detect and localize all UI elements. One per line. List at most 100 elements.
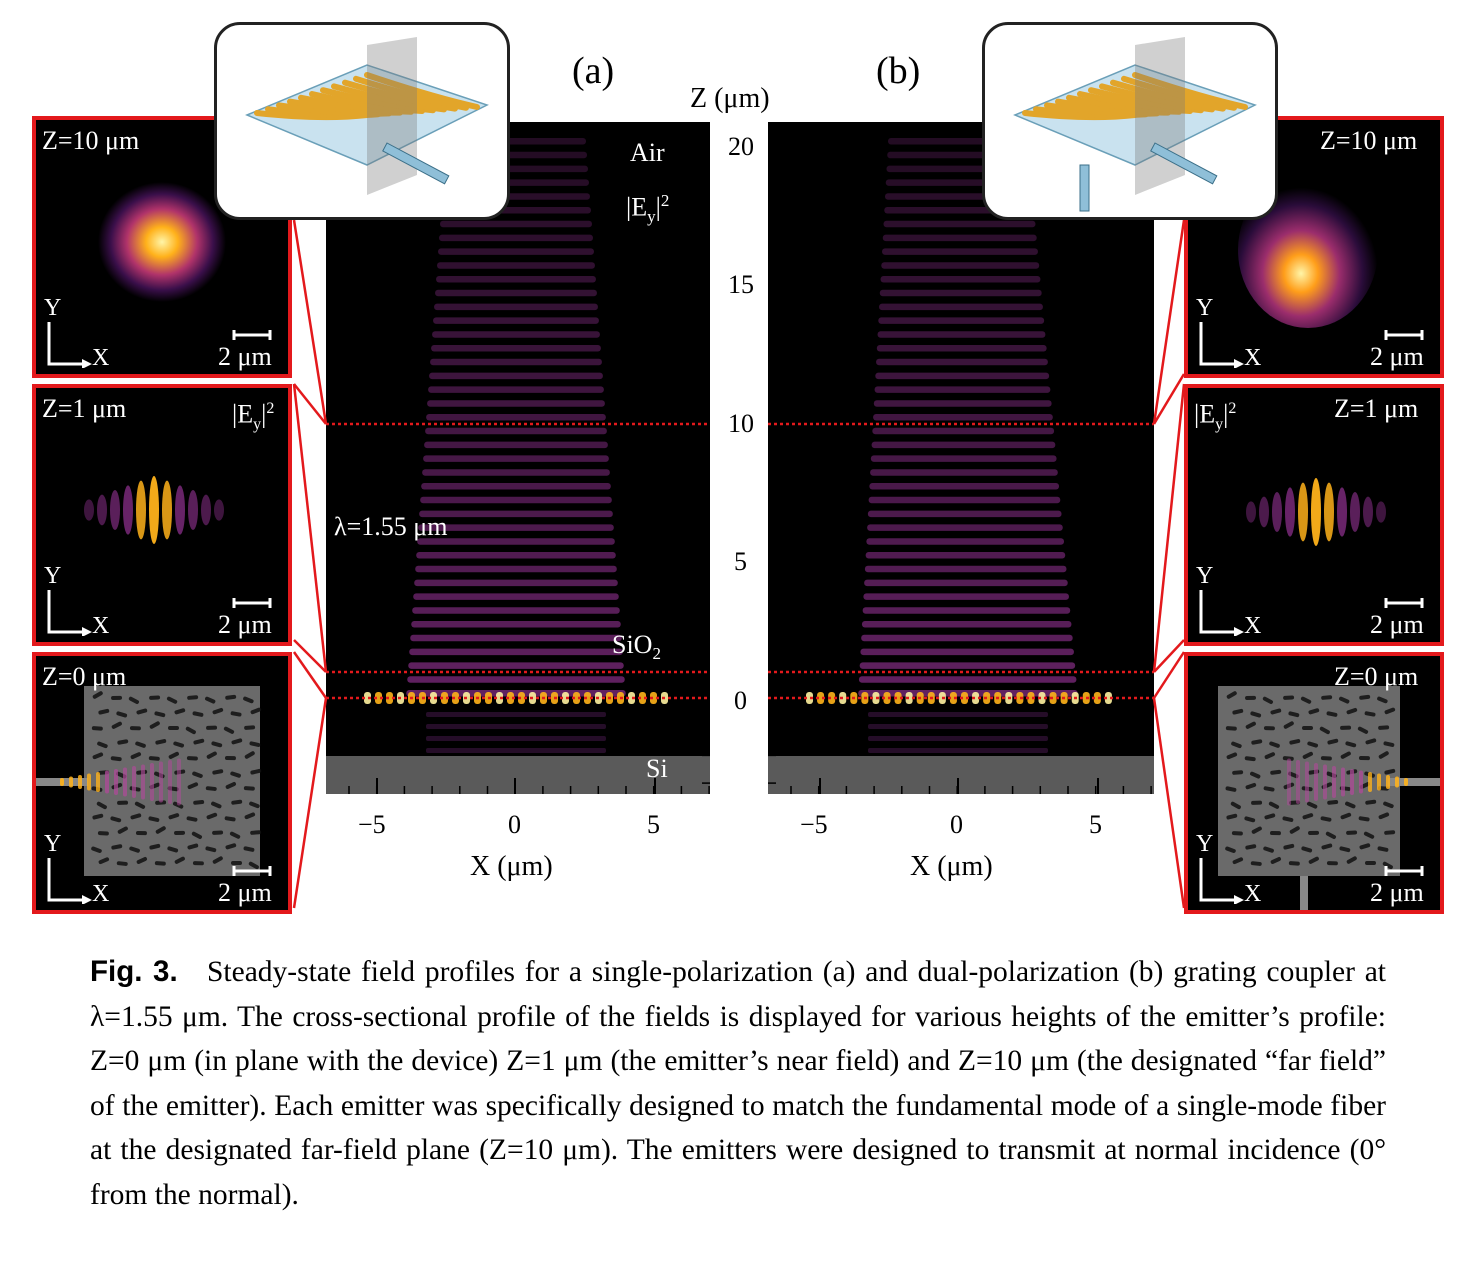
- near-field-lobe: [1298, 482, 1308, 542]
- device-segment: [1359, 843, 1371, 850]
- device-segment: [128, 696, 140, 704]
- near-field-lobe: [136, 480, 146, 540]
- fringe: [874, 386, 1051, 393]
- hot-spot: [894, 692, 902, 704]
- device-segment: [231, 738, 243, 745]
- device-segment: [229, 831, 241, 839]
- device-segment: [110, 756, 122, 762]
- near-field-lobe: [123, 485, 133, 535]
- device-segment: [96, 801, 107, 810]
- fringe: [869, 483, 1060, 490]
- device-segment: [1326, 711, 1338, 717]
- device-segment: [1283, 695, 1295, 700]
- device-segment: [129, 726, 141, 731]
- device-segment: [205, 696, 216, 704]
- near-field-lobe: [84, 499, 94, 521]
- fringe: [424, 441, 608, 449]
- hot-spot: [1093, 692, 1101, 704]
- fringe: [879, 289, 1042, 297]
- near-field-lobe: [1337, 487, 1347, 537]
- wavelength-label: λ=1.55 μm: [334, 512, 448, 541]
- device-segment: [1225, 786, 1237, 792]
- device-ridge: [1099, 83, 1215, 113]
- fringe: [876, 358, 1048, 366]
- device-segment: [206, 812, 218, 820]
- fringe: [883, 220, 1036, 228]
- inset-x-axis: X: [1244, 613, 1262, 639]
- device-ridge: [1110, 79, 1226, 112]
- device-segment: [154, 711, 166, 718]
- device-segment: [187, 782, 199, 790]
- field-fringe: [1386, 775, 1390, 789]
- second-waveguide: [1300, 876, 1308, 910]
- fringe: [410, 634, 622, 642]
- device-segment: [1301, 846, 1313, 853]
- hot-spot: [872, 692, 880, 704]
- region-sio2-label: SiO2: [612, 630, 661, 664]
- device-segment: [1302, 726, 1313, 730]
- device-segment: [1226, 691, 1237, 699]
- z-axis-label: Z (μm): [690, 83, 770, 114]
- inset-b-z0: Z=0 μm Y X 2 μm: [1184, 652, 1444, 914]
- z-tick-label: 5: [734, 547, 747, 576]
- fringe: [416, 552, 616, 559]
- device-segment: [1383, 801, 1394, 809]
- device-segment: [1320, 816, 1332, 822]
- device-segment: [1263, 726, 1275, 731]
- fringe: [861, 634, 1073, 642]
- device-segment: [1384, 707, 1396, 715]
- device-segment: [111, 721, 122, 729]
- device-segment: [1339, 846, 1351, 853]
- device-segment: [149, 843, 161, 850]
- device-segment: [1264, 752, 1276, 760]
- z-tick-label: 15: [728, 270, 754, 299]
- hot-spot: [1049, 692, 1057, 704]
- hot-spot: [562, 692, 569, 704]
- fringe: [440, 220, 592, 228]
- fringe: [876, 345, 1047, 352]
- near-field-lobe: [1259, 496, 1269, 528]
- fringe: [868, 712, 1048, 717]
- device-segment: [1365, 738, 1377, 745]
- device-segment: [1232, 857, 1244, 865]
- fringe: [871, 441, 1056, 449]
- fringe: [862, 607, 1071, 614]
- fringe: [863, 593, 1069, 600]
- panel-a-si-substrate: [326, 756, 710, 794]
- fringe: [436, 276, 596, 283]
- device-segment: [91, 726, 103, 731]
- device-segment: [1384, 768, 1396, 775]
- device-segment: [1289, 826, 1300, 834]
- field-fringe: [60, 778, 64, 786]
- fringe: [878, 317, 1045, 324]
- inset-x-axis: X: [92, 881, 110, 907]
- hot-spot: [507, 692, 514, 704]
- field-fringe: [96, 772, 100, 792]
- fringe: [867, 524, 1063, 531]
- fringe: [861, 621, 1072, 628]
- hot-spot: [452, 692, 459, 704]
- device-segment: [1326, 861, 1338, 866]
- hot-spot: [639, 692, 646, 704]
- fringe: [438, 248, 594, 255]
- device-segment: [212, 707, 224, 715]
- x-tick-label: −5: [800, 810, 828, 839]
- device-segment: [1378, 812, 1390, 820]
- fringe: [428, 386, 604, 393]
- hot-spot: [650, 692, 657, 704]
- device-segment: [1226, 813, 1238, 820]
- field-fringe: [1332, 766, 1336, 798]
- device-segment: [1270, 857, 1282, 864]
- device-segment: [1340, 812, 1352, 820]
- near-field-lobe: [97, 494, 107, 526]
- device-segment: [168, 751, 179, 759]
- device-ridge: [331, 83, 447, 113]
- device-segment: [149, 695, 161, 700]
- inset-y-axis: Y: [44, 295, 62, 321]
- device-segment: [116, 861, 128, 866]
- device-segment: [149, 721, 160, 729]
- device-segment: [92, 752, 104, 760]
- device-segment: [1231, 741, 1242, 749]
- device-segment: [98, 708, 110, 715]
- device-segment: [1245, 721, 1256, 729]
